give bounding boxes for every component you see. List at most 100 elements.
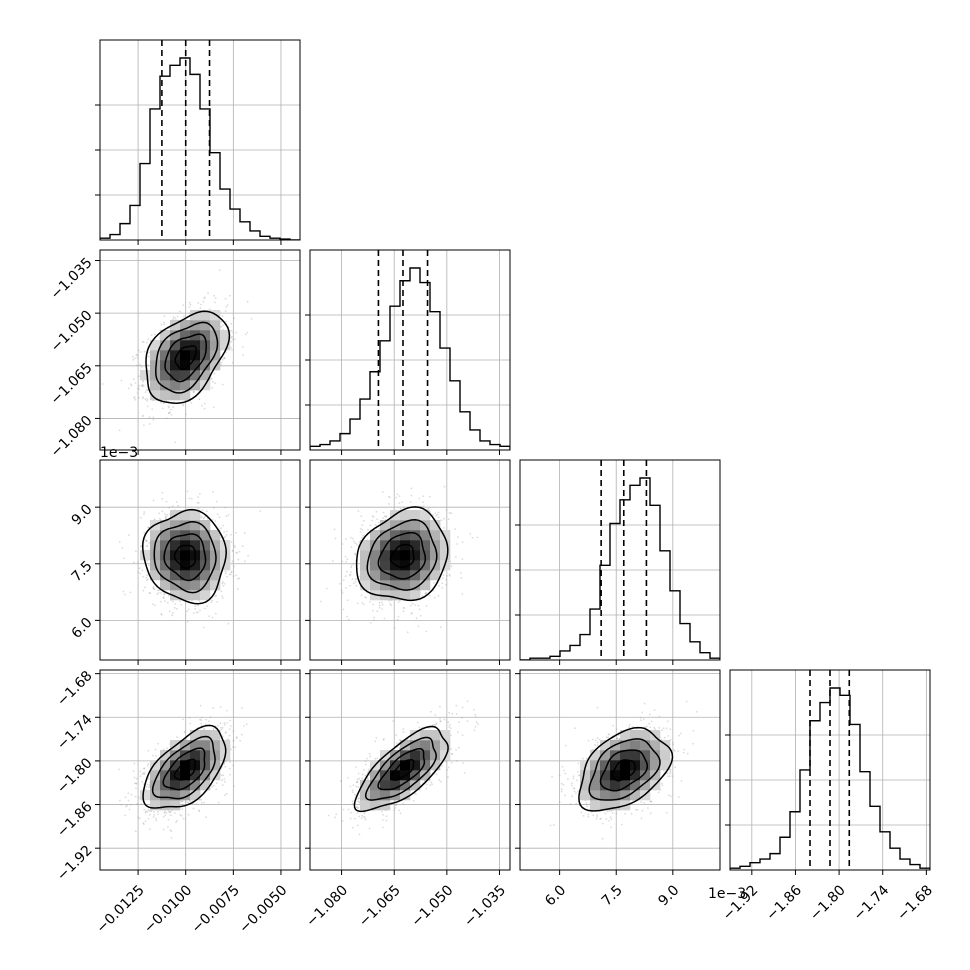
- scatter-point: [354, 580, 357, 583]
- scatter-point: [228, 728, 231, 730]
- scatter-point: [208, 308, 211, 310]
- contour-level-0: [173, 544, 197, 569]
- scatter-point: [354, 542, 357, 545]
- scatter-point: [371, 519, 374, 522]
- scatter-point: [168, 610, 171, 613]
- scatter-point: [183, 315, 185, 318]
- scatter-point: [182, 718, 184, 721]
- scatter-point: [361, 524, 364, 527]
- scatter-point: [206, 605, 209, 608]
- scatter-point: [455, 556, 457, 558]
- scatter-point: [341, 543, 344, 545]
- scatter-point: [136, 354, 139, 356]
- scatter-point: [144, 586, 146, 589]
- density-cell: [370, 540, 381, 551]
- scatter-point: [345, 560, 347, 563]
- scatter-point: [134, 382, 137, 384]
- density-cell: [430, 550, 441, 561]
- scatter-point: [158, 512, 161, 515]
- scatter-point: [395, 496, 398, 499]
- scatter-point: [222, 524, 225, 527]
- density-cell: [380, 520, 391, 531]
- scatter-point: [365, 597, 368, 599]
- scatter-point: [143, 511, 146, 513]
- scatter-point: [334, 537, 337, 540]
- scatter-point: [188, 306, 191, 308]
- density-cell: [420, 510, 431, 521]
- panel-frame: [309, 459, 511, 661]
- density-cell: [210, 570, 221, 581]
- contours: [145, 310, 231, 404]
- scatter-point: [374, 524, 377, 526]
- scatter-point: [202, 517, 205, 520]
- scatter-point: [223, 531, 226, 534]
- scatter-point: [346, 558, 349, 560]
- density-cell: [400, 550, 411, 561]
- density-cell: [410, 570, 421, 581]
- density-cell: [220, 550, 231, 561]
- scatter-point: [161, 497, 164, 500]
- density-cell: [410, 550, 421, 561]
- scatter-point: [142, 396, 145, 399]
- scatter-point: [342, 608, 345, 611]
- density-cell: [150, 340, 161, 351]
- scatter-point: [141, 397, 144, 400]
- panel-frame: [99, 249, 301, 451]
- scatter-point: [242, 354, 245, 357]
- density-cell: [360, 560, 371, 571]
- panel-2-0: [95, 459, 301, 665]
- scatter-point: [220, 726, 222, 729]
- scatter-point: [203, 516, 206, 519]
- scatter-point: [450, 565, 453, 567]
- density-cell: [370, 560, 381, 571]
- density-cell: [170, 380, 181, 391]
- density-cell: [170, 330, 181, 341]
- gridlines: [310, 250, 510, 450]
- scatter-point: [163, 811, 166, 814]
- scatter-point: [187, 801, 190, 804]
- scatter-point: [203, 402, 206, 405]
- scatter-point: [203, 727, 206, 730]
- scatter-point: [225, 515, 228, 518]
- scatter-point: [171, 612, 174, 614]
- density-cell: [200, 530, 211, 541]
- scatter-point: [461, 558, 464, 560]
- scatter-point: [221, 315, 224, 318]
- scatter-point: [200, 716, 203, 719]
- scatter-point: [166, 601, 169, 604]
- histogram-step: [520, 477, 720, 660]
- scatter-point: [359, 531, 362, 533]
- scatter-point: [135, 550, 137, 553]
- density-cell: [190, 340, 201, 351]
- scatter-point: [155, 819, 158, 822]
- scatter-point: [121, 547, 124, 549]
- density-cell: [180, 560, 191, 571]
- scatter-point: [198, 600, 201, 602]
- scatter-point: [130, 803, 132, 806]
- scatter-point: [193, 391, 196, 394]
- scatter-point: [375, 510, 378, 513]
- scatter-point: [230, 541, 233, 543]
- scatter-point: [230, 336, 233, 339]
- scatter-point: [225, 534, 228, 536]
- scatter-point: [153, 333, 156, 336]
- scatter-point: [153, 588, 156, 591]
- scatter-point: [382, 511, 385, 514]
- scatter-point: [165, 515, 168, 518]
- density-cell: [410, 560, 421, 571]
- scatter-point: [422, 501, 424, 504]
- scatter-point: [205, 718, 208, 721]
- scatter-point: [352, 562, 355, 565]
- density-cell: [200, 340, 211, 351]
- scatter-point: [145, 576, 148, 579]
- density-cell: [370, 580, 381, 591]
- density-cell: [160, 560, 171, 571]
- scatter-point: [232, 550, 234, 552]
- scatter-point: [214, 382, 217, 384]
- density-cell: [190, 510, 201, 521]
- scatter-point: [376, 610, 379, 613]
- scatter-point: [208, 615, 211, 618]
- gridlines: [520, 460, 720, 660]
- density-cell: [190, 590, 201, 601]
- scatter-point: [325, 587, 328, 590]
